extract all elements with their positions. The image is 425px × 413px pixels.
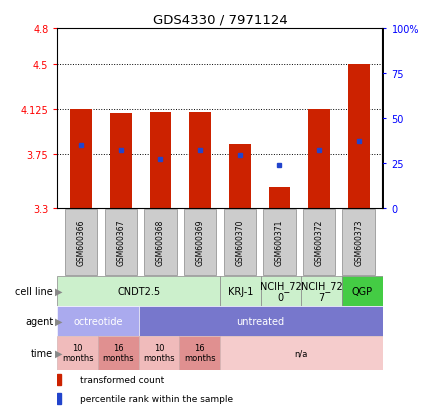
Text: untreated: untreated: [237, 316, 285, 326]
Text: time: time: [31, 348, 53, 358]
Text: 10
months: 10 months: [143, 343, 175, 362]
Bar: [57, 393, 61, 404]
Bar: [57, 374, 61, 385]
Text: agent: agent: [25, 316, 53, 326]
Bar: [189, 113, 211, 208]
FancyBboxPatch shape: [263, 209, 296, 275]
Text: ▶: ▶: [55, 316, 63, 326]
Text: GSM600370: GSM600370: [235, 219, 244, 266]
Bar: [301, 276, 342, 306]
Bar: [220, 276, 261, 306]
Text: QGP: QGP: [351, 286, 373, 296]
Text: GSM600368: GSM600368: [156, 219, 165, 266]
Text: percentile rank within the sample: percentile rank within the sample: [80, 394, 233, 403]
Text: cell line: cell line: [15, 286, 53, 296]
Bar: [70, 109, 92, 208]
Bar: [57, 276, 220, 306]
Bar: [139, 336, 179, 370]
Text: 16
months: 16 months: [102, 343, 134, 362]
FancyBboxPatch shape: [144, 209, 177, 275]
Text: 16
months: 16 months: [184, 343, 215, 362]
Title: GDS4330 / 7971124: GDS4330 / 7971124: [153, 13, 287, 26]
Bar: [139, 306, 382, 336]
Text: transformed count: transformed count: [80, 375, 164, 385]
Bar: [229, 145, 251, 208]
Bar: [98, 336, 139, 370]
Bar: [261, 276, 301, 306]
Bar: [342, 276, 383, 306]
Text: ▶: ▶: [55, 286, 63, 296]
Bar: [348, 65, 370, 208]
Text: 10
months: 10 months: [62, 343, 94, 362]
Text: KRJ-1: KRJ-1: [227, 286, 253, 296]
Bar: [57, 336, 98, 370]
Bar: [308, 109, 330, 208]
Bar: [220, 336, 382, 370]
Text: GSM600369: GSM600369: [196, 219, 204, 266]
FancyBboxPatch shape: [105, 209, 137, 275]
Text: CNDT2.5: CNDT2.5: [117, 286, 160, 296]
Bar: [150, 113, 171, 208]
Text: ▶: ▶: [55, 348, 63, 358]
Bar: [179, 336, 220, 370]
FancyBboxPatch shape: [184, 209, 216, 275]
Text: NCIH_72
7: NCIH_72 7: [300, 280, 343, 302]
Text: GSM600371: GSM600371: [275, 219, 284, 266]
FancyBboxPatch shape: [65, 209, 97, 275]
Text: n/a: n/a: [295, 348, 308, 357]
Text: GSM600367: GSM600367: [116, 219, 125, 266]
FancyBboxPatch shape: [343, 209, 375, 275]
Bar: [110, 114, 132, 208]
Bar: [57, 306, 139, 336]
Text: GSM600373: GSM600373: [354, 219, 363, 266]
FancyBboxPatch shape: [303, 209, 335, 275]
FancyBboxPatch shape: [224, 209, 256, 275]
Bar: [269, 188, 290, 208]
Text: GSM600372: GSM600372: [314, 219, 323, 266]
Text: GSM600366: GSM600366: [76, 219, 86, 266]
Text: octreotide: octreotide: [73, 316, 123, 326]
Text: NCIH_72
0: NCIH_72 0: [260, 280, 302, 302]
